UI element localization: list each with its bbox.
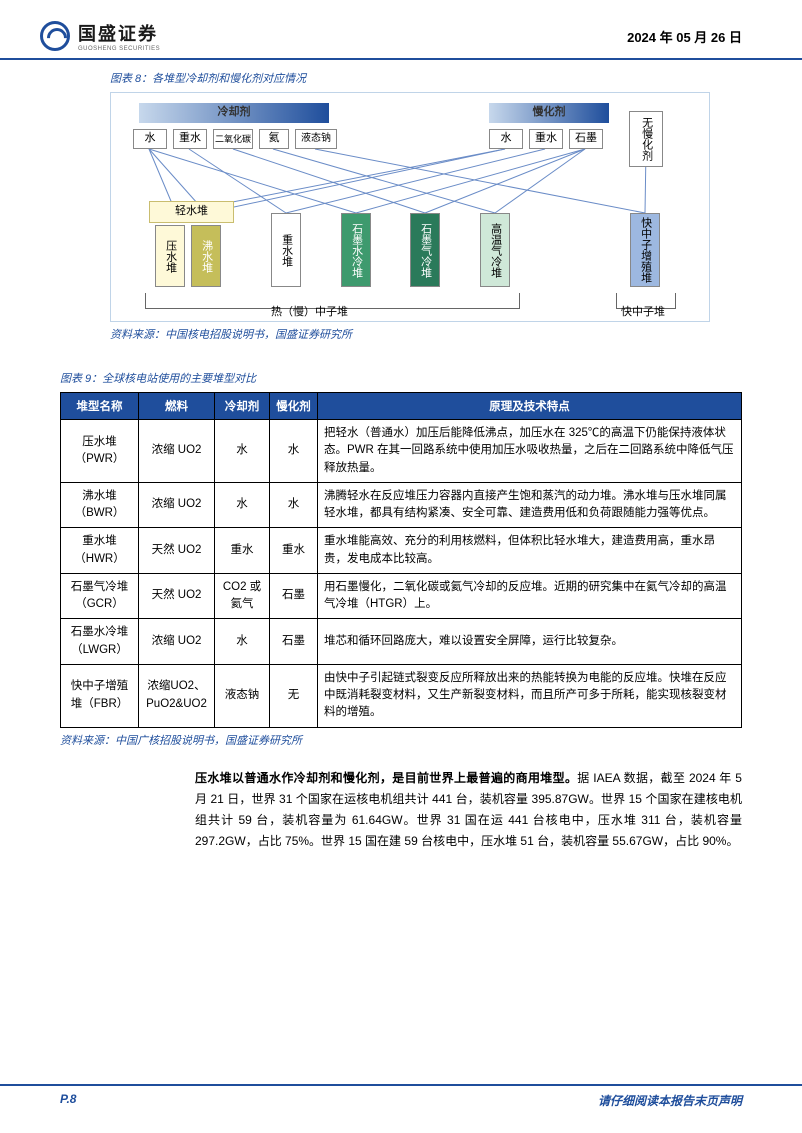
td-desc: 用石墨慢化，二氧化碳或氦气冷却的反应堆。近期的研究集中在氦气冷却的高温气冷堆（H… — [318, 573, 742, 619]
coolant-item-1: 重水 — [173, 129, 207, 149]
td-name: 快中子增殖堆（FBR） — [61, 664, 139, 727]
td-fuel: 天然 UO2 — [139, 573, 215, 619]
reactor-pwr: 压水堆 — [155, 225, 185, 287]
no-moderator-box: 无慢化剂 — [629, 111, 663, 167]
figure8-diagram: 冷却剂 慢化剂 无慢化剂 水 重水 二氧化碳 氦 液态钠 水 重水 石墨 轻水堆… — [110, 92, 710, 322]
td-desc: 由快中子引起链式裂变反应所释放出来的热能转换为电能的反应堆。快堆在反应中既消耗裂… — [318, 664, 742, 727]
moderator-item-1: 重水 — [529, 129, 563, 149]
reactor-lwgr: 石墨水冷堆 — [341, 213, 371, 287]
td-name: 沸水堆（BWR） — [61, 482, 139, 528]
td-desc: 把轻水（普通水）加压后能降低沸点，加压水在 325℃的高温下仍能保持液体状态。P… — [318, 420, 742, 483]
th-moder*: 慢化剂 — [270, 393, 318, 420]
td-moderator: 重水 — [270, 528, 318, 574]
page-header: 国盛证券 GUOSHENG SECURITIES 2024 年 05 月 26 … — [0, 0, 802, 60]
td-coolant: 液态钠 — [215, 664, 270, 727]
td-desc: 重水堆能高效、充分的利用核燃料，但体积比轻水堆大，建造费用高，重水昂贵，发电成本… — [318, 528, 742, 574]
td-coolant: CO2 或氦气 — [215, 573, 270, 619]
td-name: 石墨水冷堆（LWGR） — [61, 619, 139, 665]
logo-icon — [40, 21, 70, 51]
body-lead-bold: 压水堆以普通水作冷却剂和慢化剂，是目前世界上最普遍的商用堆型。 — [195, 771, 577, 785]
td-desc: 沸腾轻水在反应堆压力容器内直接产生饱和蒸汽的动力堆。沸水堆与压水堆同属轻水堆，都… — [318, 482, 742, 528]
moderator-item-2: 石墨 — [569, 129, 603, 149]
reactor-htgr: 高温气冷堆 — [480, 213, 510, 287]
td-fuel: 浓缩UO2、PuO2&UO2 — [139, 664, 215, 727]
light-water-group: 轻水堆 — [149, 201, 234, 223]
thermal-label: 热（慢）中子堆 — [271, 303, 348, 319]
reactor-bwr: 沸水堆 — [191, 225, 221, 287]
th-name: 堆型名称 — [61, 393, 139, 420]
coolant-header: 冷却剂 — [139, 103, 329, 123]
logo: 国盛证券 GUOSHENG SECURITIES — [40, 20, 160, 52]
report-date: 2024 年 05 月 26 日 — [627, 27, 742, 46]
moderator-header: 慢化剂 — [489, 103, 609, 123]
td-fuel: 浓缩 UO2 — [139, 482, 215, 528]
th-coolant: 冷却剂 — [215, 393, 270, 420]
td-name: 压水堆（PWR） — [61, 420, 139, 483]
td-moderator: 石墨 — [270, 619, 318, 665]
table-row: 石墨水冷堆（LWGR）浓缩 UO2水石墨堆芯和循环回路庞大，难以设置安全屏障，运… — [61, 619, 742, 665]
figure8-caption: 图表 8：各堆型冷却剂和慢化剂对应情况 — [110, 70, 742, 86]
reactor-gcr: 石墨气冷堆 — [410, 213, 440, 287]
footer-disclaimer: 请仔细阅读本报告末页声明 — [598, 1092, 742, 1109]
td-name: 石墨气冷堆（GCR） — [61, 573, 139, 619]
td-name: 重水堆（HWR） — [61, 528, 139, 574]
coolant-item-3: 氦 — [259, 129, 289, 149]
th-fuel: 燃料 — [139, 393, 215, 420]
table-header-row: 堆型名称 燃料 冷却剂 慢化剂 原理及技术特点 — [61, 393, 742, 420]
figure9-caption: 图表 9：全球核电站使用的主要堆型对比 — [60, 370, 742, 386]
reactor-hwr: 重水堆 — [271, 213, 301, 287]
td-fuel: 浓缩 UO2 — [139, 420, 215, 483]
reactor-fbr: 快中子增殖堆 — [630, 213, 660, 287]
td-coolant: 水 — [215, 619, 270, 665]
th-desc: 原理及技术特点 — [318, 393, 742, 420]
td-fuel: 浓缩 UO2 — [139, 619, 215, 665]
table-row: 重水堆（HWR）天然 UO2重水重水重水堆能高效、充分的利用核燃料，但体积比轻水… — [61, 528, 742, 574]
fast-label: 快中子堆 — [621, 303, 665, 319]
figure9-source: 资料来源：中国广核招股说明书，国盛证券研究所 — [60, 732, 742, 748]
table-row: 石墨气冷堆（GCR）天然 UO2CO2 或氦气石墨用石墨慢化，二氧化碳或氦气冷却… — [61, 573, 742, 619]
body-paragraph: 压水堆以普通水作冷却剂和慢化剂，是目前世界上最普遍的商用堆型。据 IAEA 数据… — [0, 748, 802, 852]
coolant-item-2: 二氧化碳 — [213, 129, 253, 149]
page-footer: P.8 请仔细阅读本报告末页声明 — [0, 1084, 802, 1109]
table-row: 压水堆（PWR）浓缩 UO2水水把轻水（普通水）加压后能降低沸点，加压水在 32… — [61, 420, 742, 483]
td-moderator: 水 — [270, 420, 318, 483]
td-coolant: 重水 — [215, 528, 270, 574]
td-moderator: 石墨 — [270, 573, 318, 619]
td-moderator: 无 — [270, 664, 318, 727]
td-moderator: 水 — [270, 482, 318, 528]
td-desc: 堆芯和循环回路庞大，难以设置安全屏障，运行比较复杂。 — [318, 619, 742, 665]
reactor-table: 堆型名称 燃料 冷却剂 慢化剂 原理及技术特点 压水堆（PWR）浓缩 UO2水水… — [60, 392, 742, 728]
logo-sub-text: GUOSHENG SECURITIES — [78, 46, 160, 52]
logo-main-text: 国盛证券 — [78, 20, 160, 46]
coolant-item-0: 水 — [133, 129, 167, 149]
page-number: P.8 — [60, 1092, 76, 1109]
moderator-item-0: 水 — [489, 129, 523, 149]
td-coolant: 水 — [215, 420, 270, 483]
td-coolant: 水 — [215, 482, 270, 528]
td-fuel: 天然 UO2 — [139, 528, 215, 574]
coolant-item-4: 液态钠 — [295, 129, 337, 149]
figure8-source: 资料来源：中国核电招股说明书，国盛证券研究所 — [110, 326, 742, 342]
table-row: 快中子增殖堆（FBR）浓缩UO2、PuO2&UO2液态钠无由快中子引起链式裂变反… — [61, 664, 742, 727]
table-row: 沸水堆（BWR）浓缩 UO2水水沸腾轻水在反应堆压力容器内直接产生饱和蒸汽的动力… — [61, 482, 742, 528]
